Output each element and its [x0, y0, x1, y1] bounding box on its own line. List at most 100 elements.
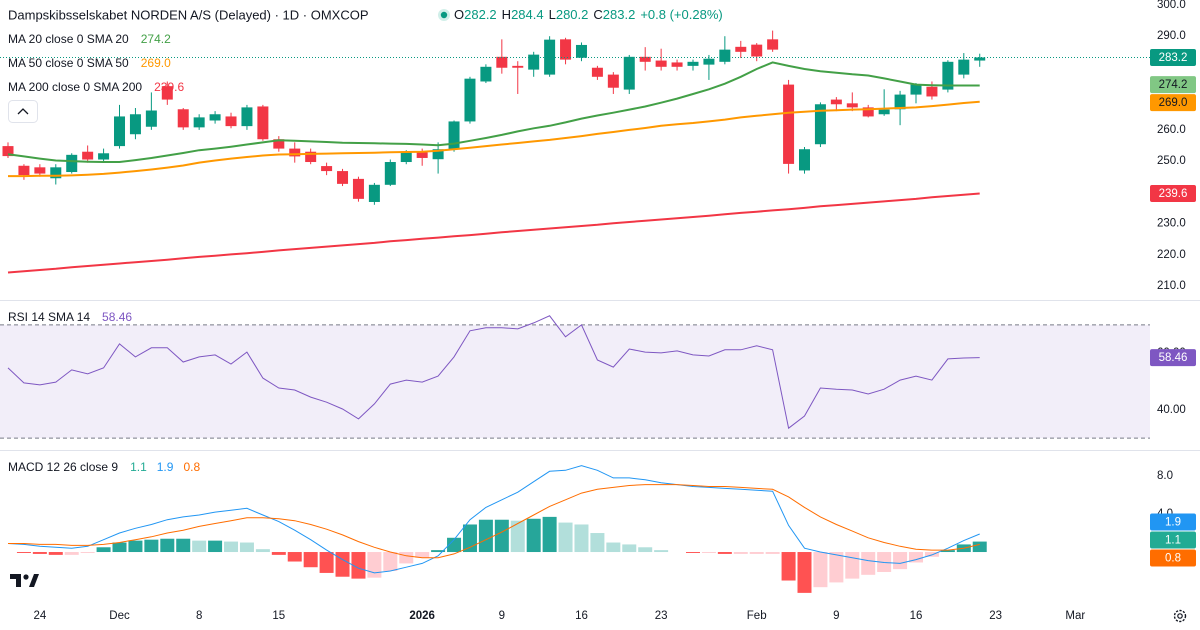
candle-body	[894, 94, 906, 110]
candle-body	[368, 184, 380, 202]
candle-body	[114, 116, 126, 147]
candle-body	[82, 151, 94, 160]
histogram-bar	[542, 516, 557, 553]
ohlc-legend: O282.2 H284.4 L280.2 C283.2 +0.8 (+0.28%)	[454, 7, 723, 22]
x-tick-label: 9	[499, 610, 505, 622]
candle-body	[496, 56, 508, 68]
candle-body	[177, 109, 189, 128]
candle-body	[305, 151, 317, 163]
indicator-value: 1.1	[130, 460, 147, 474]
histogram-bar	[478, 519, 493, 553]
histogram-bar	[112, 542, 127, 553]
histogram-bar	[271, 552, 286, 555]
x-tick-label: 9	[833, 610, 839, 622]
histogram-bar	[813, 552, 828, 588]
candle-body	[830, 99, 842, 105]
candle-body	[687, 61, 699, 66]
x-tick-label: 16	[910, 610, 923, 622]
candle-body	[464, 78, 476, 122]
candle-body	[958, 59, 970, 75]
histogram-bar	[48, 552, 63, 555]
candle-body	[751, 44, 763, 57]
histogram-bar	[32, 552, 47, 554]
y-tick-label: 8.0	[1157, 470, 1173, 482]
gear-hub[interactable]	[1177, 613, 1183, 619]
histogram-bar	[160, 538, 175, 553]
x-tick-label: 8	[196, 610, 202, 622]
price-tag	[1150, 513, 1196, 531]
settings-button[interactable]	[1173, 609, 1187, 623]
indicator-line	[8, 484, 980, 559]
indicator-title: MACD 12 26 close 9	[8, 460, 118, 474]
candle-body	[321, 166, 333, 172]
candle-body	[910, 84, 922, 95]
candle-body	[193, 117, 205, 128]
histogram-bar	[128, 540, 143, 553]
histogram-bar	[606, 542, 621, 553]
histogram-bar	[319, 552, 334, 573]
logo-part	[10, 574, 21, 587]
legend-value: 269.0	[141, 56, 171, 70]
candle-body	[432, 149, 444, 160]
candle-body	[703, 58, 715, 65]
candle-body	[161, 86, 173, 100]
candle-body	[352, 178, 364, 199]
gear-teeth[interactable]	[1173, 609, 1187, 623]
histogram-bar	[893, 552, 908, 570]
indicator-value: 58.46	[102, 310, 132, 324]
logo-part	[29, 574, 39, 587]
candle-body	[942, 61, 954, 90]
collapse-chevron[interactable]	[17, 108, 29, 115]
histogram-bar	[797, 552, 812, 593]
price-tag-label: 0.8	[1165, 553, 1181, 565]
candle-body	[735, 46, 747, 52]
price-tag	[1150, 76, 1196, 94]
x-tick-label: Mar	[1065, 610, 1085, 622]
candle-body	[974, 57, 986, 61]
ohlc-key: H	[502, 7, 511, 22]
indicator-line	[7, 315, 980, 430]
collapse-button-frame[interactable]	[8, 100, 38, 123]
x-tick-label: 23	[989, 610, 1002, 622]
candle-body	[241, 107, 253, 127]
histogram-bar	[64, 552, 79, 555]
price-tag-label: 283.2	[1159, 52, 1188, 64]
y-tick-label: 210.0	[1157, 280, 1186, 292]
histogram-bar	[399, 552, 414, 564]
candle-body	[98, 153, 110, 160]
legend-name: MA 50 close 0 SMA 50	[8, 56, 129, 70]
candle-body	[575, 44, 587, 58]
ohlc-value: 282.2	[464, 7, 497, 22]
legend-value: 239.6	[154, 80, 184, 94]
candle-body	[926, 86, 938, 97]
legend-name: MA 20 close 0 SMA 20	[8, 32, 129, 46]
candle-body	[337, 171, 349, 184]
logo	[10, 574, 39, 587]
histogram-bar	[877, 552, 892, 572]
candle-body	[209, 114, 221, 121]
candle-body	[512, 65, 524, 68]
logo-part	[23, 574, 29, 580]
histogram-bar	[622, 544, 637, 553]
histogram-bar	[224, 541, 239, 553]
x-tick-label: 23	[655, 610, 668, 622]
candle-body	[448, 121, 460, 150]
legend-name: MA 200 close 0 SMA 200	[8, 80, 142, 94]
x-tick-label: Dec	[109, 610, 130, 622]
candle-body	[66, 154, 78, 173]
price-tag-label: 269.0	[1159, 97, 1188, 109]
histogram-bar	[176, 538, 191, 553]
histogram-bar	[909, 552, 924, 563]
price-tag	[1150, 349, 1196, 367]
candle-body	[655, 60, 667, 67]
histogram-bar	[415, 552, 430, 558]
candle-body	[623, 56, 635, 90]
histogram-bar	[717, 552, 732, 554]
ohlc-value: 283.2	[603, 7, 636, 22]
collapse-button[interactable]	[8, 100, 38, 123]
candle-body	[767, 39, 779, 50]
candle-body	[400, 152, 412, 163]
histogram-bar	[303, 552, 318, 568]
histogram-bar	[367, 552, 382, 578]
